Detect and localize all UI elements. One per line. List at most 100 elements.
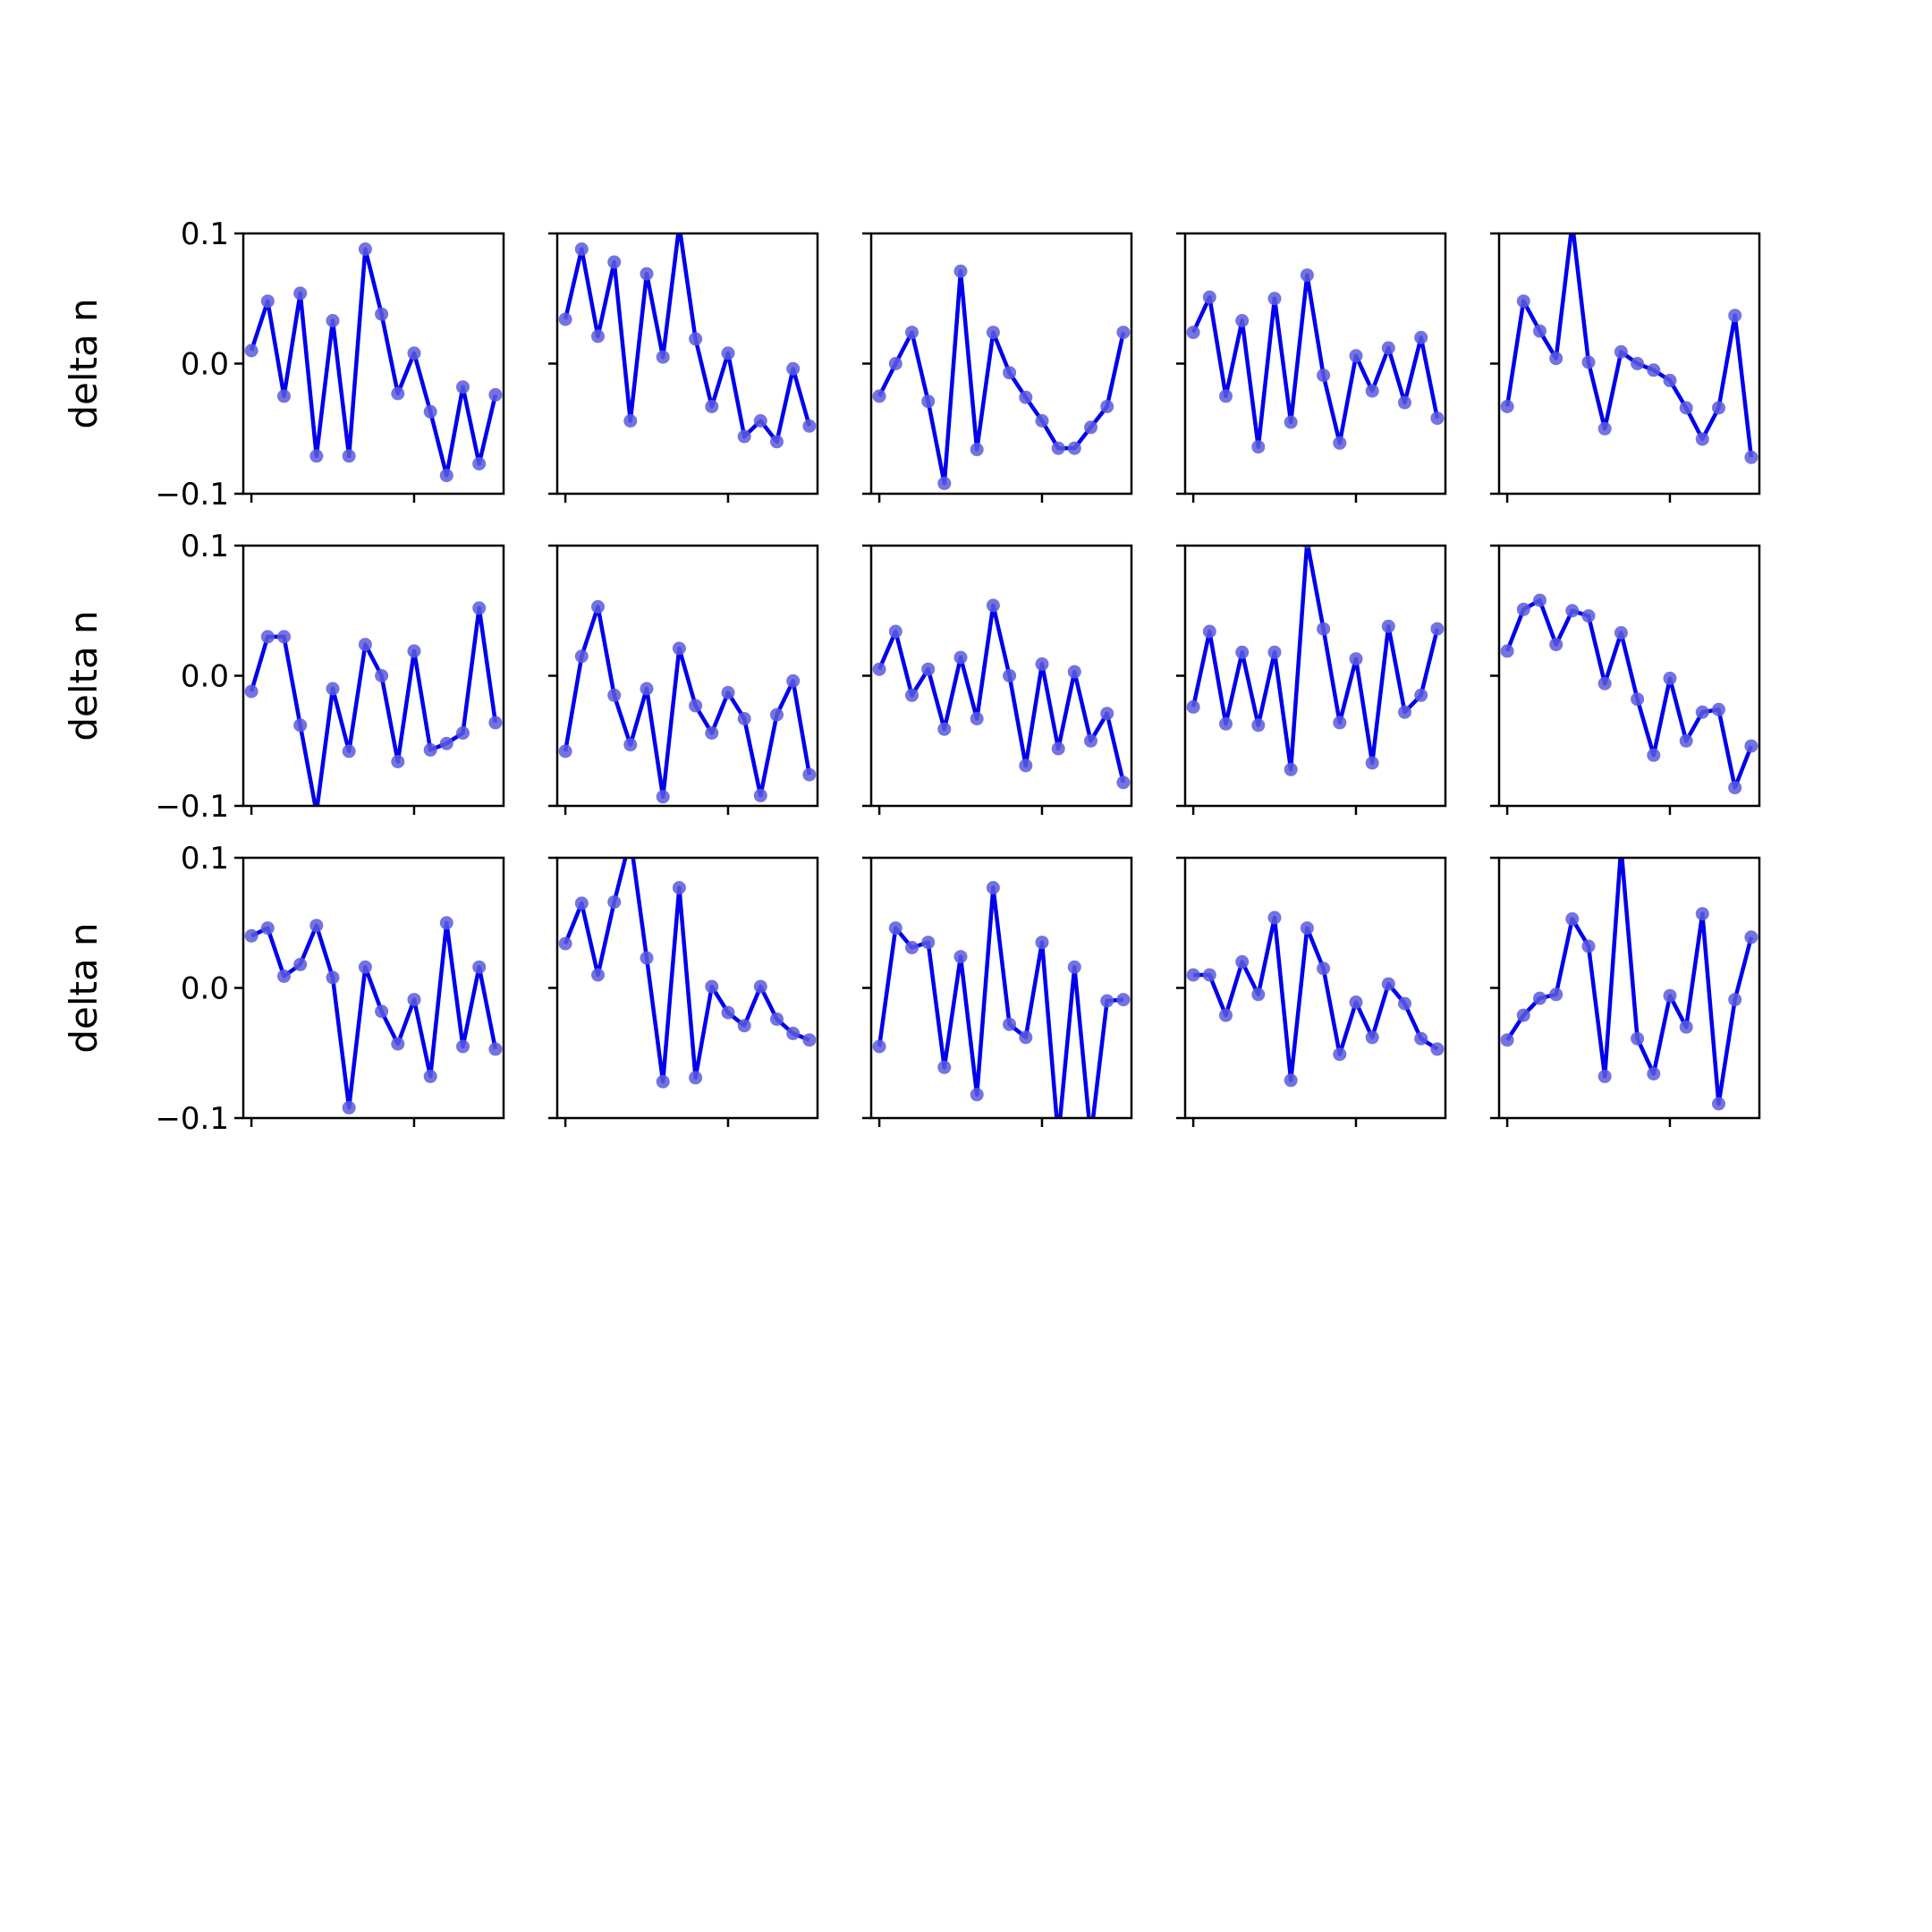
data-point xyxy=(358,960,372,974)
data-point xyxy=(456,1039,470,1054)
data-point xyxy=(1235,954,1250,969)
panel-9 xyxy=(1176,544,1447,815)
data-point xyxy=(1317,962,1331,976)
data-point xyxy=(672,641,686,656)
data-point xyxy=(1597,421,1612,436)
data-point xyxy=(244,684,258,699)
panel-frame xyxy=(1183,856,1447,1120)
data-point xyxy=(1186,968,1200,982)
data-point xyxy=(358,242,372,256)
panel-plot-area xyxy=(1500,858,1758,1111)
data-point xyxy=(1365,384,1379,398)
data-point xyxy=(260,921,275,936)
data-point xyxy=(986,598,1000,613)
data-point xyxy=(640,267,654,281)
panel-11: 0.1 0.0 −0.1 delta n xyxy=(62,841,505,1137)
y-tick-label: 0.0 xyxy=(181,971,229,1007)
data-point xyxy=(1516,294,1530,309)
panel-plot-area xyxy=(244,242,503,483)
data-point xyxy=(970,712,984,725)
y-axis-label: delta n xyxy=(62,298,106,428)
data-point xyxy=(1414,330,1428,344)
data-point xyxy=(623,414,638,428)
panel-5 xyxy=(1490,232,1761,503)
data-point xyxy=(937,476,952,490)
data-point xyxy=(786,361,801,376)
data-point xyxy=(1516,602,1530,616)
y-axis-label: delta n xyxy=(62,922,106,1053)
data-point xyxy=(293,957,308,971)
data-point xyxy=(391,386,405,401)
data-point xyxy=(1235,645,1250,659)
data-point xyxy=(1647,748,1661,762)
data-point xyxy=(375,1004,389,1019)
data-point xyxy=(1695,432,1709,446)
data-point xyxy=(802,1033,817,1047)
data-point xyxy=(737,429,751,444)
data-point xyxy=(1398,395,1411,410)
data-point xyxy=(375,669,389,682)
panel-plot-area xyxy=(1186,546,1445,776)
data-point xyxy=(1614,626,1628,640)
panel-frame xyxy=(242,544,505,808)
y-tick-label: 0.1 xyxy=(181,216,229,252)
series-line xyxy=(877,886,1124,1118)
data-point xyxy=(970,1088,984,1102)
data-point xyxy=(721,346,735,360)
series-line xyxy=(1191,273,1440,449)
y-tick-label: 0.0 xyxy=(181,347,229,383)
data-point xyxy=(1712,1097,1725,1111)
data-point xyxy=(326,314,340,327)
data-point xyxy=(244,343,258,358)
panel-8 xyxy=(862,544,1133,815)
data-point xyxy=(721,1005,735,1020)
y-tick-label: −0.1 xyxy=(155,789,229,825)
data-point xyxy=(1251,718,1266,733)
data-point xyxy=(953,264,968,278)
panel-plot-area xyxy=(244,916,503,1114)
data-point xyxy=(921,394,936,409)
panel-frame xyxy=(1497,232,1761,496)
data-point xyxy=(407,346,421,360)
data-point xyxy=(970,443,984,456)
data-point xyxy=(607,895,622,909)
data-point xyxy=(591,599,605,614)
data-point xyxy=(1631,692,1645,707)
data-point xyxy=(1003,1017,1017,1031)
data-point xyxy=(1663,671,1677,685)
data-point xyxy=(342,449,356,463)
data-point xyxy=(1052,1131,1065,1144)
data-point xyxy=(1695,907,1709,921)
data-point xyxy=(607,688,622,702)
panel-3 xyxy=(862,232,1133,503)
data-point xyxy=(1267,911,1282,925)
data-point xyxy=(1631,1031,1645,1046)
data-point xyxy=(1744,450,1758,464)
panel-plot-area xyxy=(244,601,503,806)
data-point xyxy=(1728,781,1742,795)
data-point xyxy=(1100,707,1114,721)
series-line xyxy=(1505,597,1753,790)
data-point xyxy=(1631,357,1645,370)
panel-frame xyxy=(869,232,1133,496)
data-point xyxy=(1430,1042,1445,1056)
data-point xyxy=(770,1012,784,1026)
data-point xyxy=(1349,996,1363,1009)
panel-13 xyxy=(862,856,1133,1144)
data-point xyxy=(1381,619,1395,633)
data-point xyxy=(1051,741,1065,756)
data-point xyxy=(802,419,817,433)
series-line xyxy=(877,268,1126,486)
panel-plot-area xyxy=(1500,593,1758,795)
data-point xyxy=(260,294,275,309)
data-point xyxy=(439,916,453,930)
y-tick-label: 0.1 xyxy=(181,529,229,564)
data-point xyxy=(1284,1073,1298,1088)
data-point xyxy=(1333,1047,1347,1062)
data-point xyxy=(423,742,437,757)
panel-frame xyxy=(869,544,1133,808)
series-line xyxy=(1504,233,1754,458)
data-point xyxy=(656,790,670,804)
data-point xyxy=(1533,593,1546,607)
data-point xyxy=(937,722,952,736)
